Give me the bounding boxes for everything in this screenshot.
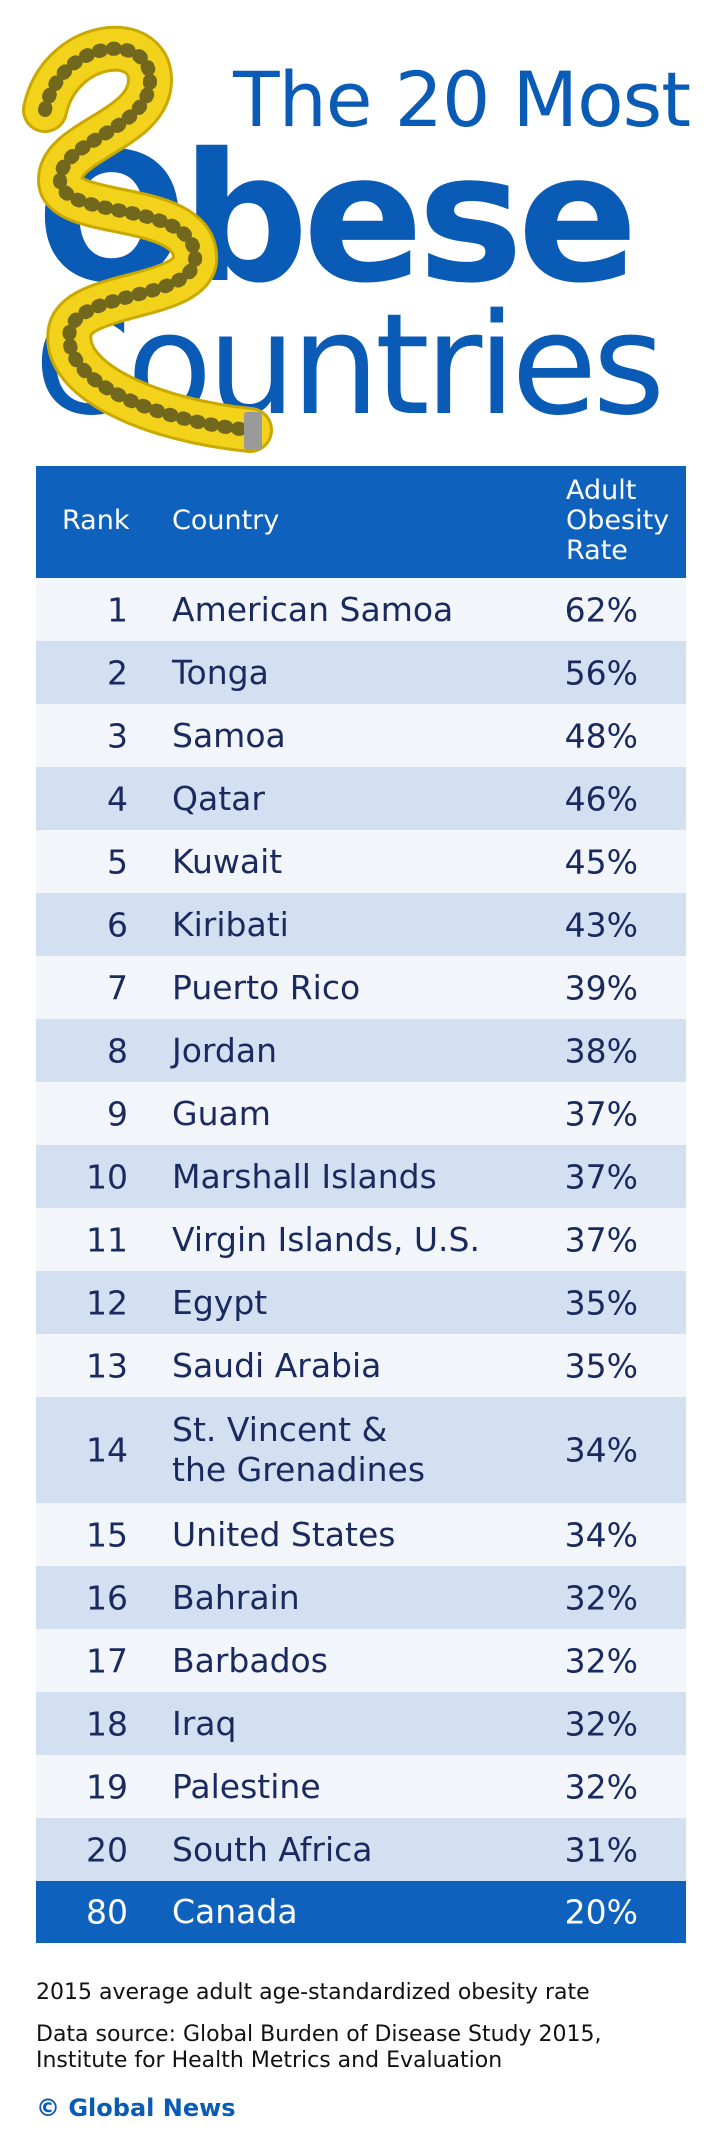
rank-cell: 7: [107, 968, 128, 1007]
rate-cell: 39%: [564, 968, 638, 1007]
footnote: 2015 average adult age-standardized obes…: [36, 1980, 590, 2005]
table-header: Rank Country Adult Obesity Rate: [36, 466, 686, 578]
country-cell: Saudi Arabia: [172, 1345, 382, 1385]
rank-cell: 3: [107, 716, 128, 755]
rank-cell: 2: [107, 653, 128, 692]
country-cell: Palestine: [172, 1766, 321, 1806]
table-row: 80 Canada 20%: [36, 1881, 686, 1943]
rate-cell: 32%: [564, 1641, 638, 1680]
rate-cell: 32%: [564, 1578, 638, 1617]
rank-cell: 12: [86, 1283, 128, 1322]
rate-cell: 37%: [564, 1094, 638, 1133]
country-cell: Egypt: [172, 1282, 268, 1322]
country-cell: Puerto Rico: [172, 967, 361, 1007]
table-row: 19 Palestine 32%: [36, 1755, 686, 1818]
table-row: 3 Samoa 48%: [36, 704, 686, 767]
table-body: 1 American Samoa 62% 2 Tonga 56% 3 Samoa 48% 4 Qat…: [36, 578, 686, 1943]
country-cell: South Africa: [172, 1829, 373, 1869]
table-row: 1 American Samoa 62%: [36, 578, 686, 641]
rate-cell: 35%: [564, 1283, 638, 1322]
header-rate-label: Adult Obesity Rate: [566, 475, 670, 566]
rank-cell: 11: [86, 1220, 128, 1259]
rate-cell: 62%: [564, 590, 638, 629]
rank-cell: 13: [86, 1346, 128, 1385]
rank-cell: 18: [86, 1704, 128, 1743]
table-row: 7 Puerto Rico 39%: [36, 956, 686, 1019]
rank-cell: 15: [86, 1515, 128, 1554]
table-row: 11 Virgin Islands, U.S. 37%: [36, 1208, 686, 1271]
obesity-table: Rank Country Adult Obesity Rate 1 America…: [36, 466, 686, 1943]
rank-cell: 5: [107, 842, 128, 881]
country-cell: Qatar: [172, 778, 265, 818]
table-row: 18 Iraq 32%: [36, 1692, 686, 1755]
data-source: Data source: Global Burden of Disease St…: [36, 2022, 602, 2073]
table-row: 2 Tonga 56%: [36, 641, 686, 704]
table-row: 12 Egypt 35%: [36, 1271, 686, 1334]
rate-cell: 46%: [564, 779, 638, 818]
rank-cell: 8: [107, 1031, 128, 1070]
rank-cell: 1: [107, 590, 128, 629]
table-row: 10 Marshall Islands 37%: [36, 1145, 686, 1208]
rate-cell: 45%: [564, 842, 638, 881]
rate-cell: 34%: [564, 1515, 638, 1554]
rate-cell: 43%: [564, 905, 638, 944]
country-cell: Samoa: [172, 715, 286, 755]
rate-cell: 37%: [564, 1220, 638, 1259]
rank-cell: 16: [86, 1578, 128, 1617]
table-row: 9 Guam 37%: [36, 1082, 686, 1145]
table-row: 14 St. Vincent & the Grenadines 34%: [36, 1397, 686, 1503]
rate-cell: 20%: [564, 1892, 638, 1932]
country-cell: Virgin Islands, U.S.: [172, 1219, 480, 1259]
header-country: Country: [172, 505, 280, 536]
rank-cell: 4: [107, 779, 128, 818]
rate-cell: 32%: [564, 1767, 638, 1806]
country-cell: Tonga: [172, 652, 269, 692]
table-row: 15 United States 34%: [36, 1503, 686, 1566]
rate-cell: 56%: [564, 653, 638, 692]
rate-cell: 48%: [564, 716, 638, 755]
header-rank: Rank: [62, 505, 130, 536]
country-cell: St. Vincent & the Grenadines: [172, 1410, 426, 1489]
rate-cell: 38%: [564, 1031, 638, 1070]
table-row: 16 Bahrain 32%: [36, 1566, 686, 1629]
country-cell: American Samoa: [172, 589, 454, 629]
table-row: 13 Saudi Arabia 35%: [36, 1334, 686, 1397]
header-rate: Adult Obesity Rate: [566, 475, 670, 566]
country-cell: Canada: [172, 1892, 298, 1931]
rank-cell: 9: [107, 1094, 128, 1133]
rate-cell: 31%: [564, 1830, 638, 1869]
rate-cell: 32%: [564, 1704, 638, 1743]
rate-cell: 37%: [564, 1157, 638, 1196]
rank-cell: 10: [86, 1157, 128, 1196]
title-line-1: The 20 Most: [233, 55, 691, 144]
table-row: 8 Jordan 38%: [36, 1019, 686, 1082]
country-cell: Marshall Islands: [172, 1156, 437, 1196]
header: The 20 Most Obese Countries: [0, 0, 720, 462]
table-row: 4 Qatar 46%: [36, 767, 686, 830]
table-row: 6 Kiribati 43%: [36, 893, 686, 956]
country-cell: Kuwait: [172, 841, 283, 881]
rank-cell: 19: [86, 1767, 128, 1806]
rank-cell: 6: [107, 905, 128, 944]
country-cell: Iraq: [172, 1703, 237, 1743]
country-cell: United States: [172, 1514, 396, 1554]
rate-cell: 34%: [564, 1430, 638, 1470]
table-row: 17 Barbados 32%: [36, 1629, 686, 1692]
rank-cell: 14: [86, 1430, 128, 1470]
rank-cell: 80: [86, 1892, 128, 1932]
table-row: 5 Kuwait 45%: [36, 830, 686, 893]
country-cell: Jordan: [172, 1030, 277, 1070]
measuring-tape-icon: [22, 25, 273, 453]
country-cell: Barbados: [172, 1640, 328, 1680]
table-row: 20 South Africa 31%: [36, 1818, 686, 1881]
country-cell: Guam: [172, 1093, 271, 1133]
brand-credit: © Global News: [36, 2094, 236, 2122]
country-cell: Kiribati: [172, 904, 289, 944]
rate-cell: 35%: [564, 1346, 638, 1385]
rank-cell: 20: [86, 1830, 128, 1869]
rank-cell: 17: [86, 1641, 128, 1680]
country-cell: Bahrain: [172, 1577, 300, 1617]
